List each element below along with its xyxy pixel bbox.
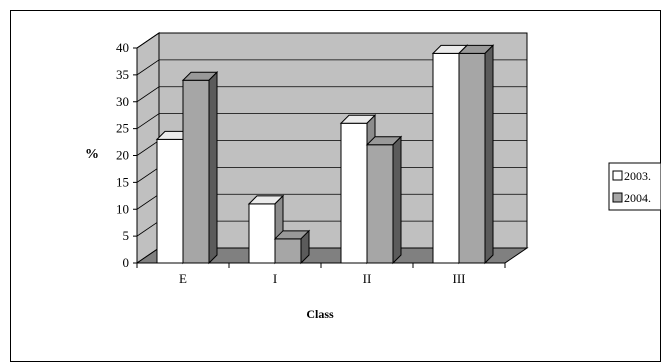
x-tick-label: II bbox=[363, 271, 372, 286]
y-tick-label: 15 bbox=[116, 174, 129, 189]
bar-front bbox=[458, 52, 486, 264]
bar bbox=[247, 194, 285, 265]
y-tick-label: 10 bbox=[116, 201, 129, 216]
y-tick-label: 5 bbox=[123, 228, 130, 243]
bar-front bbox=[182, 79, 210, 264]
bar-side bbox=[392, 135, 402, 265]
y-tick-label: 40 bbox=[116, 40, 129, 55]
bar-front bbox=[248, 203, 276, 264]
bar-front bbox=[340, 122, 368, 264]
bars bbox=[155, 44, 495, 265]
bar-side bbox=[300, 229, 310, 265]
y-tick-label: 20 bbox=[116, 148, 129, 163]
legend: 2003. 2004. bbox=[608, 162, 661, 211]
y-tick-label: 0 bbox=[123, 255, 130, 270]
bar bbox=[365, 135, 403, 265]
y-axis-label: % bbox=[85, 147, 99, 162]
gridline bbox=[136, 113, 527, 129]
bar-front bbox=[366, 144, 394, 264]
bar-front bbox=[432, 52, 460, 264]
bar bbox=[273, 229, 311, 265]
bar-front bbox=[274, 238, 302, 264]
bar-side bbox=[484, 44, 494, 265]
legend-swatch bbox=[612, 192, 623, 203]
y-tick-label: 30 bbox=[116, 94, 129, 109]
x-tick-label: E bbox=[179, 271, 187, 286]
gridline bbox=[136, 59, 527, 76]
legend-label: 2003. bbox=[624, 169, 651, 183]
bar-side bbox=[208, 71, 218, 265]
x-axis-label: Class bbox=[306, 307, 334, 321]
bar bbox=[181, 71, 219, 265]
gridline bbox=[136, 32, 527, 49]
y-tick-label: 25 bbox=[116, 121, 129, 136]
bar-front bbox=[156, 138, 184, 264]
bar bbox=[457, 44, 495, 265]
legend-label: 2004. bbox=[624, 191, 651, 205]
x-tick-label: III bbox=[453, 271, 466, 286]
x-axis-ticks: E I II III bbox=[136, 263, 506, 286]
y-axis-ticks: 0 5 10 15 20 25 30 35 40 bbox=[116, 40, 137, 270]
gridline bbox=[136, 86, 527, 103]
x-tick-label: I bbox=[273, 271, 277, 286]
legend-swatch bbox=[612, 170, 623, 181]
y-tick-label: 35 bbox=[116, 67, 129, 82]
